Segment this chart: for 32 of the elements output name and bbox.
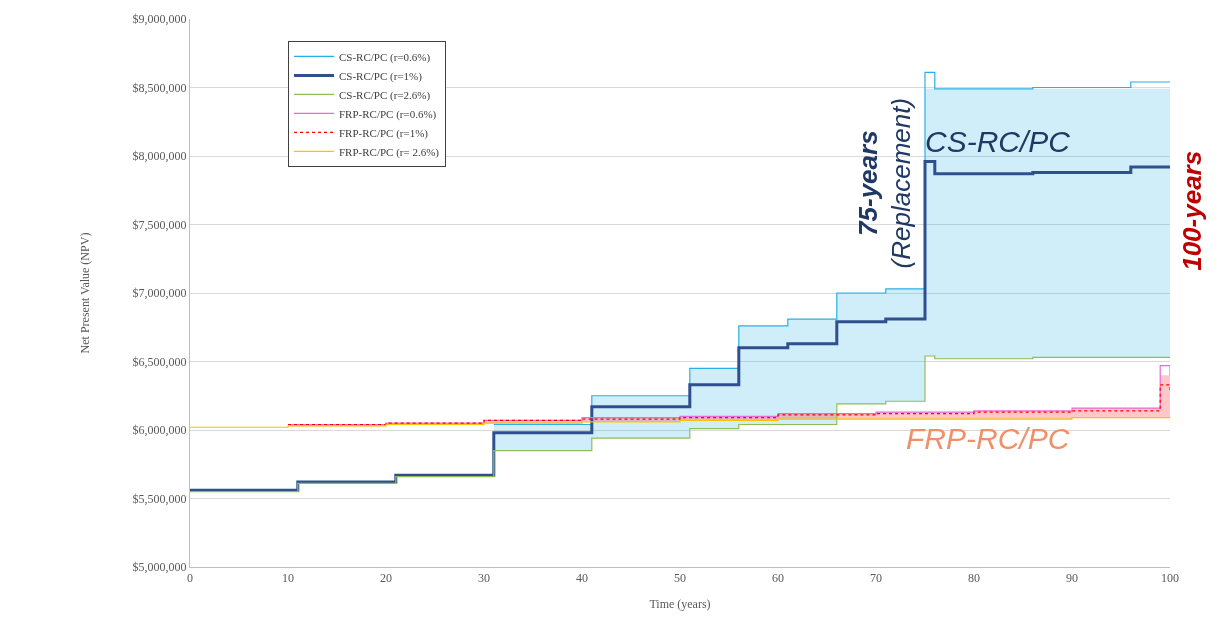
y-tick-label: $7,000,000 [132, 286, 187, 301]
x-axis-title: Time (years) [649, 597, 711, 612]
x-tick-label: 60 [772, 571, 784, 586]
y-tick-label: $6,500,000 [132, 354, 187, 369]
x-tick-label: 70 [870, 571, 882, 586]
x-tick-label: 80 [968, 571, 980, 586]
x-tick-label: 10 [282, 571, 294, 586]
x-tick-label: 0 [187, 571, 193, 586]
x-tick-label: 100 [1161, 571, 1179, 586]
y-tick-label: $8,500,000 [132, 80, 187, 95]
annotation: 100-years [1177, 150, 1208, 271]
annotation: CS-RC/PC [925, 125, 1071, 158]
y-tick-label: $7,500,000 [132, 217, 187, 232]
y-axis-title: Net Present Value (NPV) [77, 232, 92, 354]
legend-label: CS-RC/PC (r=2.6%) [339, 88, 431, 102]
legend-label: CS-RC/PC (r=1%) [339, 69, 423, 83]
legend-label: FRP-RC/PC (r=1%) [339, 126, 429, 140]
x-tick-label: 50 [674, 571, 686, 586]
y-tick-label: $5,500,000 [132, 491, 187, 506]
legend-label: FRP-RC/PC (r=0.6%) [339, 107, 437, 121]
legend-label: CS-RC/PC (r=0.6%) [339, 50, 431, 64]
y-tick-label: $5,000,000 [132, 560, 187, 575]
y-tick-label: $8,000,000 [132, 149, 187, 164]
annotation: 75-years (Replacement) [852, 97, 917, 269]
legend-label: FRP-RC/PC (r= 2.6%) [339, 145, 440, 159]
y-tick-label: $6,000,000 [132, 423, 187, 438]
x-tick-label: 90 [1066, 571, 1078, 586]
x-tick-label: 20 [380, 571, 392, 586]
y-tick-label: $9,000,000 [132, 12, 187, 27]
x-tick-label: 30 [478, 571, 490, 586]
annotation: FRP-RC/PC [906, 422, 1070, 455]
x-tick-label: 40 [576, 571, 588, 586]
